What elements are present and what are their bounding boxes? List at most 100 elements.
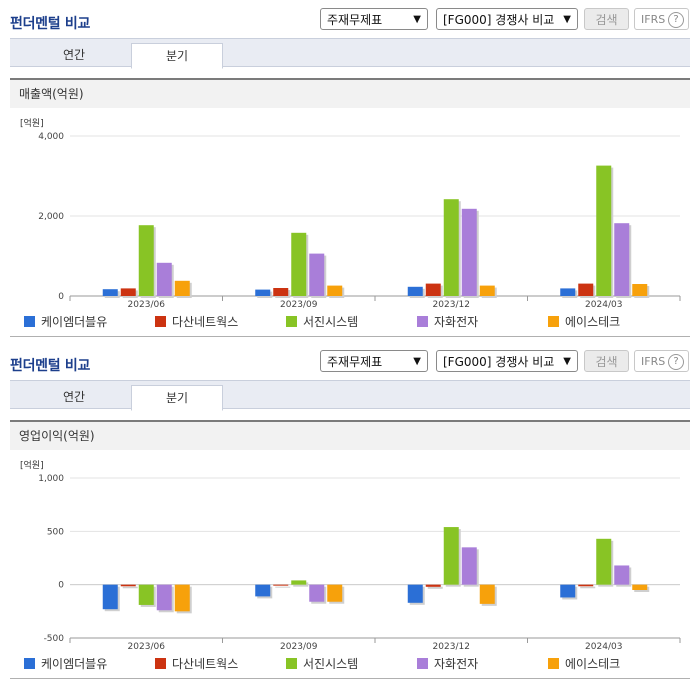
fundamental-panel-revenue: 펀더멘털 비교 주재무제표 ▼ [FG000] 경쟁사 비교 ▼ 검색 IFRS? … [0, 0, 696, 340]
panel-title: 펀더멘털 비교 [10, 16, 91, 32]
chevron-down-icon: ▼ [563, 14, 571, 25]
tab-quarterly[interactable]: 분기 [131, 385, 223, 411]
bar [614, 565, 630, 585]
bar [156, 584, 172, 611]
bar [578, 584, 594, 587]
peer-group-select-value: [FG000] 경쟁사 비교 [443, 13, 555, 27]
chevron-down-icon: ▼ [413, 14, 421, 25]
peer-group-select[interactable]: [FG000] 경쟁사 비교 ▼ [436, 350, 578, 372]
legend-item[interactable]: 에이스테크 [548, 313, 620, 330]
bar [327, 584, 343, 602]
legend-item[interactable]: 케이엠더블유 [24, 313, 107, 330]
y-tick-label: 2,000 [38, 212, 64, 222]
unit-label: [억원] [20, 459, 44, 471]
bar [156, 262, 172, 296]
fundamental-panel-operating-income: 펀더멘털 비교 주재무제표 ▼ [FG000] 경쟁사 비교 ▼ 검색 IFRS? … [0, 342, 696, 684]
bar [138, 225, 154, 296]
y-tick-label: -500 [44, 634, 65, 644]
search-button[interactable]: 검색 [584, 8, 629, 30]
metric-label: 영업이익(억원) [10, 420, 690, 450]
legend-item[interactable]: 서진시스템 [286, 655, 358, 672]
bar [273, 584, 289, 586]
legend-label: 에이스테크 [565, 657, 621, 671]
legend-item[interactable]: 케이엠더블유 [24, 655, 107, 672]
bar [479, 584, 495, 604]
metric-label: 매출액(억원) [10, 78, 690, 108]
legend-swatch [548, 316, 559, 327]
bar [327, 285, 343, 296]
peer-group-select[interactable]: [FG000] 경쟁사 비교 ▼ [436, 8, 578, 30]
tab-quarterly[interactable]: 분기 [131, 43, 223, 69]
bar [309, 253, 325, 296]
divider [10, 678, 690, 679]
period-tabs: 연간 분기 [10, 380, 690, 411]
x-tick-label: 2023/09 [280, 642, 318, 650]
bar [273, 288, 289, 296]
legend-label: 에이스테크 [565, 315, 621, 329]
y-tick-label: 4,000 [38, 132, 64, 142]
legend-label: 서진시스템 [303, 657, 359, 671]
bar [407, 584, 423, 603]
ifrs-button[interactable]: IFRS? [634, 350, 689, 372]
y-tick-label: 1,000 [38, 474, 64, 484]
bar [138, 584, 154, 605]
legend-swatch [286, 658, 297, 669]
legend-label: 다산네트웍스 [172, 657, 239, 671]
x-tick-label: 2023/12 [433, 300, 470, 308]
ifrs-label: IFRS [641, 355, 666, 368]
x-tick-label: 2023/06 [128, 642, 166, 650]
panel-header: 펀더멘털 비교 주재무제표 ▼ [FG000] 경쟁사 비교 ▼ 검색 IFRS? [0, 342, 696, 380]
bar [255, 584, 271, 597]
tab-annual[interactable]: 연간 [62, 48, 86, 62]
bar [461, 208, 477, 296]
bar-shadow [427, 586, 443, 589]
bar [632, 284, 648, 296]
legend-swatch [24, 658, 35, 669]
y-tick-label: 0 [58, 292, 64, 302]
bar [560, 584, 576, 598]
bar [443, 527, 459, 585]
statement-select[interactable]: 주재무제표 ▼ [320, 8, 428, 30]
search-button[interactable]: 검색 [584, 350, 629, 372]
help-icon[interactable]: ? [668, 12, 684, 28]
legend-swatch [286, 316, 297, 327]
legend-item[interactable]: 다산네트웍스 [155, 313, 238, 330]
help-icon[interactable]: ? [668, 354, 684, 370]
legend-item[interactable]: 서진시스템 [286, 313, 358, 330]
bar [479, 285, 495, 296]
bar [120, 584, 136, 587]
legend-item[interactable]: 에이스테크 [548, 655, 620, 672]
ifrs-button[interactable]: IFRS? [634, 8, 689, 30]
bar [560, 288, 576, 296]
legend-swatch [417, 658, 428, 669]
y-tick-label: 500 [47, 527, 64, 537]
statement-select-value: 주재무제표 [327, 355, 383, 369]
bar [174, 584, 190, 612]
legend-swatch [155, 658, 166, 669]
tab-annual[interactable]: 연간 [62, 390, 86, 404]
legend-label: 서진시스템 [303, 315, 359, 329]
legend-item[interactable]: 자화전자 [417, 655, 478, 672]
panel-header: 펀더멘털 비교 주재무제표 ▼ [FG000] 경쟁사 비교 ▼ 검색 IFRS? [0, 0, 696, 38]
statement-select-value: 주재무제표 [327, 13, 383, 27]
legend-label: 케이엠더블유 [41, 657, 108, 671]
bar [578, 283, 594, 296]
x-tick-label: 2024/03 [585, 642, 622, 650]
bar [309, 584, 325, 602]
x-tick-label: 2024/03 [585, 300, 622, 308]
bar [174, 280, 190, 296]
panel-title: 펀더멘털 비교 [10, 358, 91, 374]
peer-group-select-value: [FG000] 경쟁사 비교 [443, 355, 555, 369]
bar [614, 223, 630, 296]
legend-item[interactable]: 다산네트웍스 [155, 655, 238, 672]
divider [10, 336, 690, 337]
legend-label: 다산네트웍스 [172, 315, 239, 329]
bar [102, 289, 118, 296]
operating-income-bar-chart: [억원] -500 0 500 1,000 2023/06 2023/09 2023/12 20… [20, 459, 681, 650]
statement-select[interactable]: 주재무제표 ▼ [320, 350, 428, 372]
x-tick-label: 2023/06 [128, 300, 166, 308]
bar [632, 584, 648, 590]
legend-swatch [155, 316, 166, 327]
legend-item[interactable]: 자화전자 [417, 313, 478, 330]
bar [407, 286, 423, 296]
